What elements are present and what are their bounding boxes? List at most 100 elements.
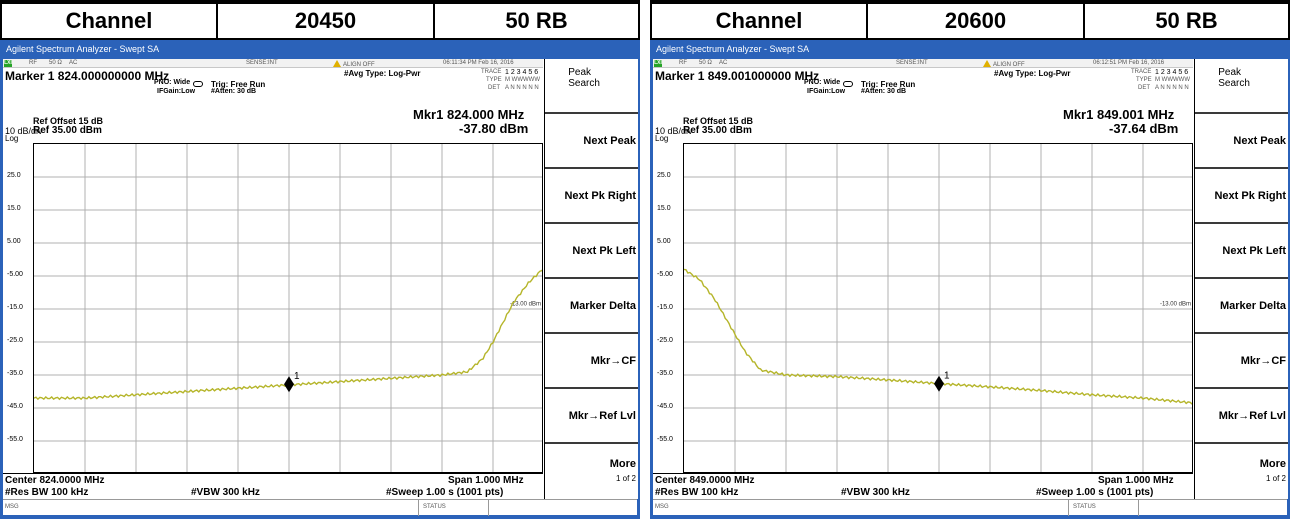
more-button[interactable]: More 1 of 2 — [1195, 444, 1288, 499]
trig-label: Trig: Free Run — [861, 80, 916, 89]
scale-label: 10 dB/div — [5, 126, 43, 136]
analyzer-window: Agilent Spectrum Analyzer - Swept SA LXI… — [0, 40, 640, 519]
trace-label: TRACE — [481, 69, 502, 75]
softkey-label: Next Pk Right — [1214, 189, 1286, 202]
peak-search-key[interactable]: Peak Search — [545, 59, 638, 114]
y-tick-label: -55.0 — [7, 436, 23, 443]
page-indicator: 1 of 2 — [615, 474, 636, 483]
next-peak-button[interactable]: Next Peak — [545, 114, 638, 169]
softkey-label: Marker Delta — [569, 299, 636, 312]
log-label: Log — [655, 134, 669, 143]
page-indicator: 1 of 2 — [1265, 474, 1286, 483]
softkey-label: Mkr→CF — [590, 354, 636, 367]
trace-label: TRACE — [1131, 69, 1152, 75]
sweep: #Sweep 1.00 s (1001 pts) — [386, 487, 504, 498]
spectrum-graticule: -13.00 dBm 1 — [33, 143, 543, 473]
next-pk-left-button[interactable]: Next Pk Left — [545, 224, 638, 279]
status-label: STATUS — [1073, 504, 1096, 510]
next-pk-right-button[interactable]: Next Pk Right — [545, 169, 638, 224]
mkr-cf-button[interactable]: Mkr→CF — [1195, 334, 1288, 389]
spectrum-graticule: -13.00 dBm 1 — [683, 143, 1193, 473]
y-tick-label: 15.0 — [7, 205, 21, 212]
softkey-label: Mkr→CF — [1240, 354, 1286, 367]
ref-offset: Ref Offset 15 dB — [683, 116, 754, 126]
type-label: TYPE — [1136, 77, 1152, 83]
softkey-label: Peak Search — [1218, 67, 1250, 89]
type-values: M WWWWW — [1155, 77, 1190, 83]
channel-value: 20450 — [218, 4, 435, 38]
det-label: DET — [488, 85, 500, 91]
align-status: ALIGN OFF — [983, 60, 1025, 68]
next-pk-left-button[interactable]: Next Pk Left — [1195, 224, 1288, 279]
ifgain-label: IFGain:Low — [157, 88, 196, 95]
marker-diamond — [284, 376, 294, 393]
mkr-ref-lvl-button[interactable]: Mkr→Ref Lvl — [545, 389, 638, 444]
y-tick-label: -55.0 — [657, 436, 673, 443]
softkey-label: Next Pk Left — [1222, 244, 1286, 257]
softkey-label: Next Peak — [583, 134, 636, 147]
marker-diamond — [934, 375, 944, 392]
more-button[interactable]: More 1 of 2 — [545, 444, 638, 499]
span: Span 1.000 MHz — [1098, 475, 1174, 486]
trace-numbers: 1 2 3 4 5 6 — [505, 69, 539, 76]
marker-delta-button[interactable]: Marker Delta — [545, 279, 638, 334]
channel-label: Channel — [652, 4, 868, 38]
det-label: DET — [1138, 85, 1150, 91]
marker-readout: Marker 1 849.001000000 MHz — [655, 69, 820, 83]
timestamp: 06:11:34 PM Feb 16, 2016 — [443, 60, 514, 66]
warning-icon — [983, 60, 991, 67]
next-pk-right-button[interactable]: Next Pk Right — [1195, 169, 1288, 224]
y-tick-label: 25.0 — [657, 172, 671, 179]
ref-offset: Ref Offset 15 dB — [33, 116, 104, 126]
atten-label: #Atten: 30 dB — [861, 88, 907, 95]
msg-label: MSG — [655, 504, 669, 510]
msg-label: MSG — [5, 504, 19, 510]
y-tick-label: -5.00 — [657, 271, 673, 278]
channel-header: Channel 20450 50 RB — [0, 0, 640, 40]
limit-line-label: -13.00 dBm — [1160, 301, 1191, 307]
softkey-label: More — [1259, 458, 1286, 470]
softkey-menu: Peak Search Next Peak Next Pk Right Next… — [1194, 59, 1288, 499]
analyzer-screen: LXI RF 50 Ω AC SENSE:INT ALIGN OFF 06:12… — [653, 59, 1288, 516]
softkey-label: Marker Delta — [1219, 299, 1286, 312]
mkr-amplitude: -37.64 dBm — [1109, 121, 1179, 136]
status-divider — [488, 500, 489, 516]
mkr-cf-button[interactable]: Mkr→CF — [545, 334, 638, 389]
coupling-label: AC — [719, 60, 728, 66]
res-bw: #Res BW 100 kHz — [655, 487, 739, 498]
align-status: ALIGN OFF — [333, 60, 375, 68]
next-peak-button[interactable]: Next Peak — [1195, 114, 1288, 169]
y-tick-label: -25.0 — [657, 337, 673, 344]
analyzer-window: Agilent Spectrum Analyzer - Swept SA LXI… — [650, 40, 1290, 519]
bottom-annotations: Center 824.0000 MHz #Res BW 100 kHz #VBW… — [3, 473, 543, 499]
impedance-label: 50 Ω — [49, 60, 62, 66]
marker-number: 1 — [944, 371, 950, 382]
ref-level: Ref 35.00 dBm — [683, 125, 752, 136]
y-tick-label: -45.0 — [7, 403, 23, 410]
y-tick-label: 5.00 — [7, 238, 21, 245]
marker-number: 1 — [294, 371, 300, 382]
mkr-ref-lvl-button[interactable]: Mkr→Ref Lvl — [1195, 389, 1288, 444]
lxi-badge: LXI — [4, 60, 12, 67]
pno-label: PNO: Wide — [154, 79, 191, 86]
bottom-annotations: Center 849.0000 MHz #Res BW 100 kHz #VBW… — [653, 473, 1193, 499]
rb-label: 50 RB — [1155, 8, 1218, 33]
mkr-frequency: Mkr1 824.000 MHz — [413, 107, 525, 122]
lxi-badge: LXI — [654, 60, 662, 67]
marker-delta-button[interactable]: Marker Delta — [1195, 279, 1288, 334]
ifgain-label: IFGain:Low — [807, 88, 846, 95]
scale-label: 10 dB/div — [655, 126, 693, 136]
softkey-menu: Peak Search Next Peak Next Pk Right Next… — [544, 59, 638, 499]
message-bar: MSG STATUS — [653, 499, 1287, 516]
coupling-label: AC — [69, 60, 78, 66]
peak-search-key[interactable]: Peak Search — [1195, 59, 1288, 114]
channel-value: 20600 — [868, 4, 1085, 38]
pno-label: PNO: Wide — [804, 79, 841, 86]
status-divider — [418, 500, 419, 516]
span: Span 1.000 MHz — [448, 475, 524, 486]
y-tick-label: -35.0 — [7, 370, 23, 377]
pno-toggle-icon — [843, 81, 853, 87]
y-tick-label: 5.00 — [657, 238, 671, 245]
y-axis: 25.0 15.0 5.00 -5.00 -15.0 -25.0 -35.0 -45.0 -55… — [653, 59, 683, 499]
softkey-label: Next Peak — [1233, 134, 1286, 147]
